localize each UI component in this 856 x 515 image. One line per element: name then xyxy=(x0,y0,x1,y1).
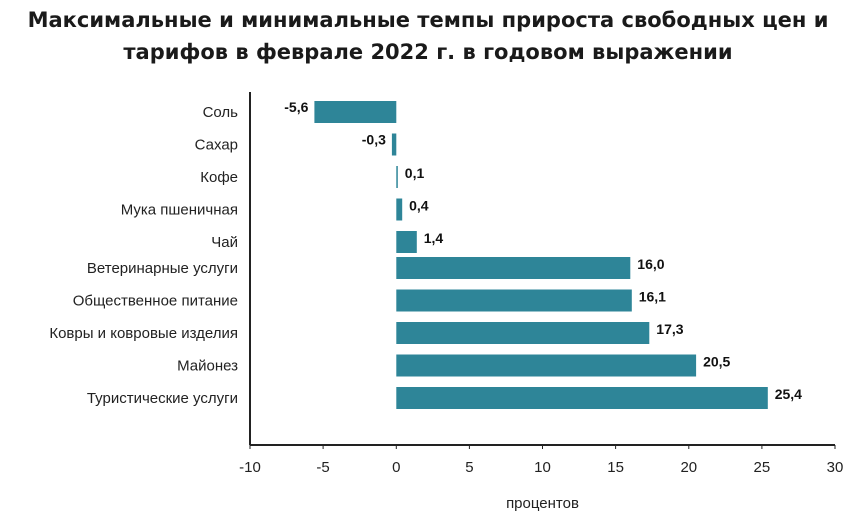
bar-g0-3 xyxy=(396,198,403,221)
x-tick-label-8: 30 xyxy=(827,459,844,476)
category-label-g1-0: Ветеринарные услуги xyxy=(87,260,238,277)
value-label-g0-1: -0,3 xyxy=(362,132,386,148)
category-label-g1-1: Общественное питание xyxy=(73,293,238,310)
bar-g1-2 xyxy=(396,322,650,344)
bar-g0-4 xyxy=(396,231,417,253)
x-tick-label-1: -5 xyxy=(316,459,329,476)
bar-g1-3 xyxy=(396,354,697,377)
x-tick-label-2: 0 xyxy=(392,459,400,476)
value-label-g1-3: 20,5 xyxy=(703,354,730,370)
x-axis-title: процентов xyxy=(506,495,579,512)
category-label-g0-3: Мука пшеничная xyxy=(121,202,238,219)
x-tick-label-4: 10 xyxy=(534,459,551,476)
value-label-g1-1: 16,1 xyxy=(639,289,666,305)
value-label-g0-4: 1,4 xyxy=(424,230,444,246)
value-label-g1-2: 17,3 xyxy=(656,321,683,337)
bar-g0-0 xyxy=(314,101,397,123)
category-label-g0-2: Кофе xyxy=(200,169,238,186)
category-label-g0-0: Соль xyxy=(203,104,239,121)
x-tick-label-0: -10 xyxy=(239,459,261,476)
category-label-g1-2: Ковры и ковровые изделия xyxy=(49,325,238,342)
category-label-g0-4: Чай xyxy=(211,234,238,251)
x-tick-label-3: 5 xyxy=(465,459,473,476)
chart-title: Максимальные и минимальные темпы прирост… xyxy=(0,4,856,68)
category-label-g1-4: Туристические услуги xyxy=(87,390,238,407)
bar-g1-4 xyxy=(396,387,768,409)
bars-layer: Соль -5,6 Сахар -0,3 Кофе 0,1 Мука пшеничная 0,… xyxy=(49,99,802,409)
axis-layer: -10 -5 0 5 10 15 20 25 30 xyxy=(239,92,843,476)
value-label-g1-0: 16,0 xyxy=(637,256,664,272)
value-label-g0-3: 0,4 xyxy=(409,198,429,214)
bar-g0-1 xyxy=(391,133,397,156)
chart-title-line-1: Максимальные и минимальные темпы прирост… xyxy=(27,8,829,32)
bar-g1-1 xyxy=(396,289,632,312)
category-label-g0-1: Сахар xyxy=(195,137,238,154)
value-label-g1-4: 25,4 xyxy=(775,386,802,402)
category-label-g1-3: Майонез xyxy=(177,358,238,375)
x-tick-label-7: 25 xyxy=(754,459,771,476)
x-tick-label-6: 20 xyxy=(680,459,697,476)
value-label-g0-0: -5,6 xyxy=(284,99,308,115)
chart-title-line-2: тарифов в феврале 2022 г. в годовом выра… xyxy=(123,40,733,64)
value-label-g0-2: 0,1 xyxy=(405,165,425,181)
bar-g0-2 xyxy=(396,166,398,188)
x-tick-label-5: 15 xyxy=(607,459,624,476)
bar-g1-0 xyxy=(396,257,631,279)
